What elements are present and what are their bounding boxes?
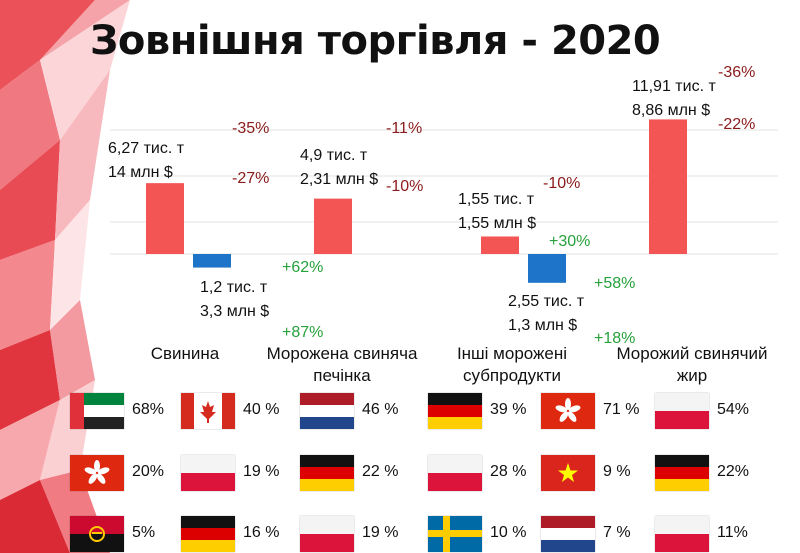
change-label-negative: -11% — [386, 120, 422, 137]
country-share: 19 % — [243, 463, 280, 480]
change-label-positive: +18% — [594, 330, 635, 347]
germany-flag-icon — [181, 516, 235, 552]
change-label-positive: +58% — [594, 275, 635, 292]
category-label: Свинина — [150, 344, 220, 363]
netherlands-flag-icon — [300, 393, 354, 429]
country-share: 71 % — [603, 401, 640, 418]
vietnam-flag-icon — [541, 455, 595, 491]
country-share: 20% — [132, 463, 165, 480]
export-bar — [314, 198, 352, 254]
country-share: 54% — [717, 401, 750, 418]
category-label: Морожий свинячий жир — [616, 344, 768, 385]
germany-flag-icon — [655, 455, 709, 491]
change-label-negative: -36% — [718, 64, 755, 81]
canada-flag-icon — [181, 393, 235, 429]
import-bar — [528, 254, 566, 283]
change-label-negative: -22% — [718, 116, 755, 133]
poland-flag-icon — [181, 455, 235, 491]
import-bar — [193, 254, 231, 268]
country-share: 39 % — [490, 401, 527, 418]
poland-flag-icon — [655, 516, 709, 552]
export-value-label: 14 млн $ — [108, 164, 173, 181]
uae-flag-icon — [70, 393, 124, 429]
country-share: 40 % — [243, 401, 280, 418]
import-value-label: 1,2 тис. т — [200, 279, 268, 296]
poland-flag-icon — [428, 455, 482, 491]
country-share: 5% — [132, 524, 156, 541]
country-share: 22 % — [362, 463, 399, 480]
country-share: 19 % — [362, 524, 399, 541]
category-label: Морожена свиняча печінка — [266, 344, 418, 385]
poland-flag-icon — [300, 516, 354, 552]
germany-flag-icon — [428, 393, 482, 429]
change-label-positive: +87% — [282, 324, 323, 341]
germany-flag-icon — [300, 455, 354, 491]
export-value-label: 1,55 млн $ — [458, 215, 536, 232]
hongkong-flag-icon — [70, 455, 124, 491]
country-share: 7 % — [603, 524, 631, 541]
country-share: 22% — [717, 463, 750, 480]
change-label-positive: +62% — [282, 259, 323, 276]
import-value-label: 3,3 млн $ — [200, 303, 269, 320]
import-value-label: 2,55 тис. т — [508, 293, 585, 310]
country-share: 11% — [717, 524, 748, 541]
change-label-positive: +30% — [549, 233, 590, 250]
country-share: 10 % — [490, 524, 527, 541]
export-value-label: 4,9 тис. т — [300, 147, 368, 164]
export-value-label: 1,55 тис. т — [458, 191, 535, 208]
country-share: 16 % — [243, 524, 280, 541]
sweden-flag-icon — [428, 516, 482, 552]
change-label-negative: -10% — [543, 175, 580, 192]
import-value-label: 1,3 млн $ — [508, 317, 577, 334]
netherlands-flag-icon — [541, 516, 595, 552]
export-value-label: 11,91 тис. т — [632, 78, 716, 95]
change-label-negative: -35% — [232, 120, 269, 137]
country-share: 28 % — [490, 463, 527, 480]
export-bar — [649, 119, 687, 255]
angola-flag-icon — [70, 516, 124, 552]
change-label-negative: -10% — [386, 178, 423, 195]
export-bar — [146, 183, 184, 254]
category-label: Інші морожені субпродукти — [456, 344, 568, 385]
country-share: 9 % — [603, 463, 631, 480]
export-value-label: 6,27 тис. т — [108, 140, 185, 157]
page-title: Зовнішня торгівля - 2020 — [90, 18, 661, 64]
change-label-negative: -27% — [232, 170, 269, 187]
country-share: 46 % — [362, 401, 399, 418]
poland-flag-icon — [655, 393, 709, 429]
export-value-label: 8,86 млн $ — [632, 102, 710, 119]
country-share: 68% — [132, 401, 165, 418]
hongkong-flag-icon — [541, 393, 595, 429]
export-value-label: 2,31 млн $ — [300, 171, 378, 188]
export-bar — [481, 236, 519, 254]
